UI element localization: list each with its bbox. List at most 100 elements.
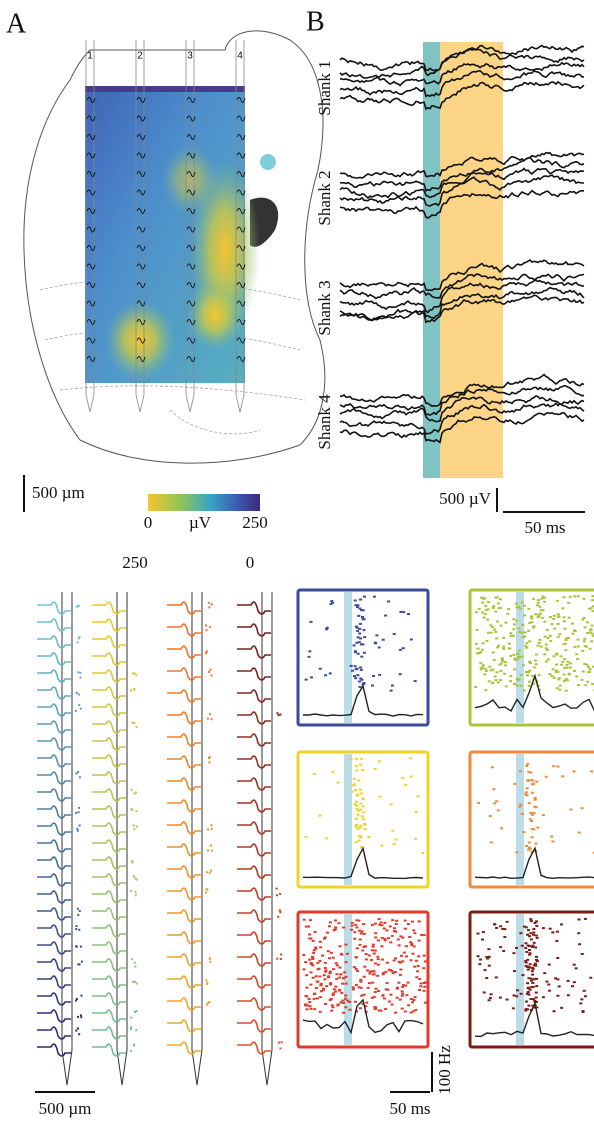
- waveform: [37, 687, 71, 699]
- raster-dot: [367, 836, 370, 838]
- raster-dot: [355, 668, 358, 670]
- stimulus-band: [516, 754, 524, 885]
- raster-dot: [534, 963, 537, 965]
- raster-dot: [495, 976, 498, 978]
- raster-dot: [391, 1003, 394, 1005]
- spike-dot: [75, 945, 77, 947]
- raster-dot: [386, 982, 389, 984]
- raster-dot: [513, 668, 516, 670]
- spike-dot: [78, 807, 80, 809]
- raster-dot: [519, 804, 522, 806]
- raster-dot: [346, 953, 349, 955]
- raster-dot: [523, 689, 526, 691]
- raster-dot: [512, 628, 515, 630]
- raster-dot: [573, 646, 576, 648]
- raster-dot: [524, 947, 527, 949]
- shank-number: 2: [137, 51, 143, 62]
- raster-dot: [423, 955, 426, 957]
- raster-dot: [499, 997, 502, 999]
- raster-dot: [354, 677, 357, 679]
- waveform: [92, 823, 126, 835]
- waveform: [92, 976, 126, 988]
- raster-dot: [551, 931, 554, 933]
- raster-dot: [367, 987, 370, 989]
- raster-dot: [502, 646, 505, 648]
- raster-dot: [394, 1012, 397, 1014]
- raster-dot: [507, 608, 510, 610]
- raster-dot: [528, 640, 531, 642]
- raster-dot: [316, 962, 319, 964]
- raster-dot: [353, 938, 356, 940]
- raster-dot: [481, 602, 484, 604]
- raster-dot: [504, 661, 507, 663]
- raster-dot: [575, 653, 578, 655]
- spike-dot: [209, 626, 211, 628]
- raster-dot: [543, 972, 546, 974]
- raster-dot: [382, 973, 385, 975]
- raster-dot: [405, 994, 408, 996]
- raster-dot: [324, 1003, 327, 1005]
- raster-dot: [586, 632, 589, 634]
- raster-dot: [356, 794, 359, 796]
- spike-dot: [135, 674, 137, 676]
- raster-dot: [353, 778, 356, 780]
- raster-dot: [531, 828, 534, 830]
- spike-dot: [131, 958, 133, 960]
- waveform: [37, 619, 71, 631]
- raster-dot: [481, 939, 484, 941]
- raster-dot: [558, 633, 561, 635]
- raster-dot: [492, 651, 495, 653]
- raster-dot: [530, 980, 533, 982]
- raster-dot: [329, 999, 332, 1001]
- spike-dot: [132, 861, 134, 863]
- raster-dot: [575, 967, 578, 969]
- raster-dot: [378, 1009, 381, 1011]
- spike-dot: [78, 704, 80, 706]
- raster-dot: [402, 611, 405, 613]
- raster-dot: [373, 596, 376, 598]
- raster-dot: [325, 837, 328, 839]
- spike-dot: [279, 911, 281, 913]
- raster-dot: [372, 970, 375, 972]
- raster-dot: [489, 815, 492, 817]
- raster-dot: [591, 624, 594, 626]
- waveform: [167, 624, 201, 636]
- raster-dot: [410, 959, 413, 961]
- raster-dot: [578, 832, 581, 834]
- raster-dot: [583, 638, 586, 640]
- raster-dot: [526, 763, 529, 765]
- raster-dot: [509, 655, 512, 657]
- raster-dot: [528, 670, 531, 672]
- raster-dot: [356, 947, 359, 949]
- raster-dot: [355, 926, 358, 928]
- raster-dot: [389, 925, 392, 927]
- raster-dot: [353, 644, 356, 646]
- spike-dot: [209, 713, 211, 715]
- raster-dot: [421, 852, 424, 854]
- raster-dot: [506, 999, 509, 1001]
- raster-dot: [302, 954, 305, 956]
- waveform: [167, 712, 201, 724]
- waveform: [237, 866, 271, 878]
- waveform: [237, 888, 271, 900]
- raster-dot: [359, 789, 362, 791]
- raster-dot: [348, 1009, 351, 1011]
- raster-dot: [493, 629, 496, 631]
- raster-dot: [372, 675, 375, 677]
- raster-dot: [417, 940, 420, 942]
- raster-dot: [559, 685, 562, 687]
- raster-dot: [327, 975, 330, 977]
- raster-dot: [336, 964, 339, 966]
- raster-dot: [353, 675, 356, 677]
- raster-dot: [567, 994, 570, 996]
- waveform: [37, 738, 71, 750]
- raster-dot: [545, 776, 548, 778]
- raster-dot: [319, 941, 322, 943]
- waveform: [237, 712, 271, 724]
- spike-dot: [134, 672, 136, 674]
- raster-dot: [404, 784, 407, 786]
- raster-dot: [318, 968, 321, 970]
- raster-dot: [577, 595, 580, 597]
- raster-dot: [533, 942, 536, 944]
- raster-dot: [409, 941, 412, 943]
